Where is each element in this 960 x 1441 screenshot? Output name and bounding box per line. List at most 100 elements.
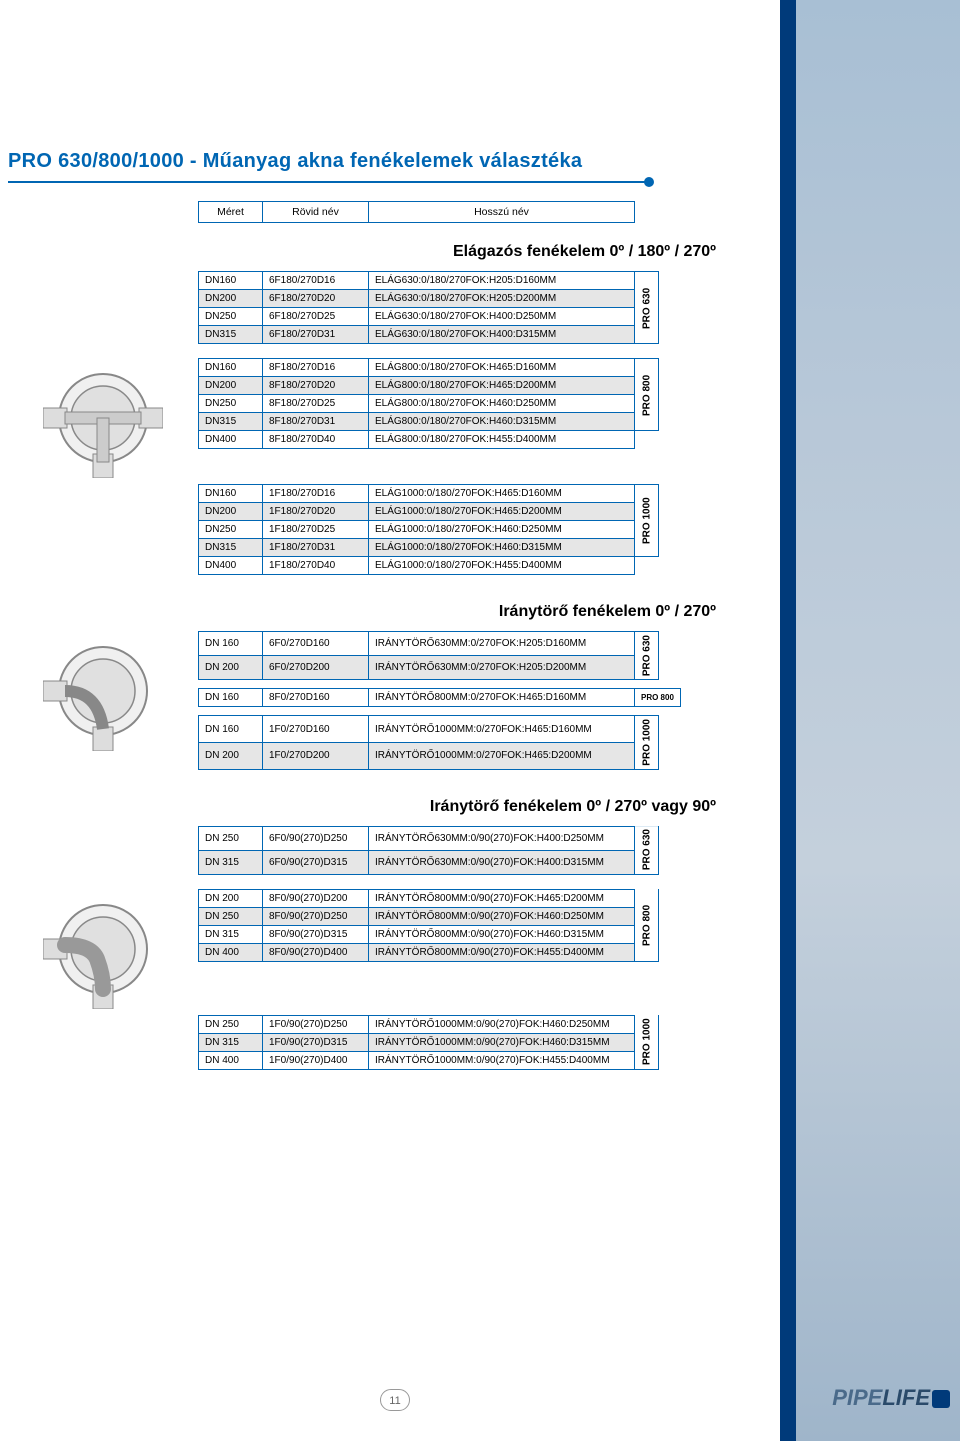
cell: IRÁNYTÖRŐ630MM:0/270FOK:H205:D200MM: [369, 656, 635, 680]
badge-pro-630: PRO 630: [635, 632, 659, 680]
cell: IRÁNYTÖRŐ800MM:0/90(270)FOK:H465:D200MM: [369, 889, 635, 907]
cell: 1F180/270D40: [263, 557, 369, 575]
section-3-title: Iránytörő fenékelem 0º / 270º vagy 90º: [0, 798, 716, 816]
cell: ELÁG800:0/180/270FOK:H455:D400MM: [369, 431, 635, 449]
cell: DN250: [199, 308, 263, 326]
cell: ELÁG1000:0/180/270FOK:H465:D200MM: [369, 503, 635, 521]
cell: IRÁNYTÖRŐ800MM:0/90(270)FOK:H460:D250MM: [369, 907, 635, 925]
cell: IRÁNYTÖRŐ630MM:0/90(270)FOK:H400:D315MM: [369, 850, 635, 874]
cell: 1F180/270D16: [263, 485, 369, 503]
section-2-title: Iránytörő fenékelem 0º / 270º: [0, 603, 716, 621]
cell: 8F0/90(270)D315: [263, 925, 369, 943]
cell: ELÁG800:0/180/270FOK:H465:D200MM: [369, 377, 635, 395]
cell: IRÁNYTÖRŐ1000MM:0/90(270)FOK:H455:D400MM: [369, 1051, 635, 1069]
cell: DN200: [199, 503, 263, 521]
logo-pipe: PIPE: [832, 1385, 882, 1410]
badge-pro-800: PRO 800: [635, 359, 659, 431]
cell: 6F0/90(270)D315: [263, 850, 369, 874]
cell: DN 400: [199, 943, 263, 961]
elbow-schematic-icon: [43, 889, 163, 1009]
logo-life: LIFE: [882, 1385, 930, 1410]
cell: DN250: [199, 521, 263, 539]
cell: ELÁG1000:0/180/270FOK:H460:D250MM: [369, 521, 635, 539]
cell: ELÁG630:0/180/270FOK:H400:D315MM: [369, 326, 635, 344]
cell: 1F0/90(270)D400: [263, 1051, 369, 1069]
badge-pro-1000: PRO 1000: [635, 1015, 659, 1069]
cell: ELÁG630:0/180/270FOK:H400:D250MM: [369, 308, 635, 326]
cell: IRÁNYTÖRŐ800MM:0/270FOK:H465:D160MM: [369, 689, 635, 707]
cell: 6F180/270D16: [263, 272, 369, 290]
cell: DN 160: [199, 689, 263, 707]
cell: DN 200: [199, 889, 263, 907]
cell: 8F0/270D160: [263, 689, 369, 707]
cell: 6F180/270D20: [263, 290, 369, 308]
cell: DN160: [199, 485, 263, 503]
table-irany90-800: DN 2008F0/90(270)D200IRÁNYTÖRŐ800MM:0/90…: [198, 889, 659, 962]
cell: ELÁG1000:0/180/270FOK:H455:D400MM: [369, 557, 635, 575]
cell: 6F0/270D200: [263, 656, 369, 680]
cell: IRÁNYTÖRŐ630MM:0/90(270)FOK:H400:D250MM: [369, 826, 635, 850]
cell: 8F180/270D20: [263, 377, 369, 395]
cell: 8F180/270D25: [263, 395, 369, 413]
cell: DN200: [199, 290, 263, 308]
badge-pro-800: PRO 800: [635, 889, 659, 961]
cell: DN 400: [199, 1051, 263, 1069]
cell: DN160: [199, 272, 263, 290]
table-elag-800: DN1608F180/270D16ELÁG800:0/180/270FOK:H4…: [198, 358, 659, 449]
badge-pro-800-small: PRO 800: [635, 689, 681, 707]
page-number: 11: [380, 1389, 410, 1411]
cell: 6F0/270D160: [263, 632, 369, 656]
cell: ELÁG630:0/180/270FOK:H205:D160MM: [369, 272, 635, 290]
logo-square-icon: [932, 1390, 950, 1408]
badge-pro-1000: PRO 1000: [635, 485, 659, 557]
cell: 6F180/270D25: [263, 308, 369, 326]
cell: DN200: [199, 377, 263, 395]
cell: DN250: [199, 395, 263, 413]
section-1-title: Elágazós fenékelem 0º / 180º / 270º: [0, 243, 716, 261]
cell: DN 250: [199, 907, 263, 925]
cell: 1F180/270D31: [263, 539, 369, 557]
cell: 1F0/90(270)D250: [263, 1015, 369, 1033]
badge-pro-1000: PRO 1000: [635, 716, 659, 770]
cell: 8F0/90(270)D200: [263, 889, 369, 907]
table-irany-630: DN 1606F0/270D160IRÁNYTÖRŐ630MM:0/270FOK…: [198, 631, 659, 680]
column-header-table: Méret Rövid név Hosszú név: [198, 201, 635, 223]
table-elag-1000: DN1601F180/270D16ELÁG1000:0/180/270FOK:H…: [198, 484, 659, 575]
cell: DN400: [199, 431, 263, 449]
cell: 1F180/270D20: [263, 503, 369, 521]
cell: IRÁNYTÖRŐ1000MM:0/90(270)FOK:H460:D250MM: [369, 1015, 635, 1033]
cell: 8F0/90(270)D400: [263, 943, 369, 961]
cell: DN400: [199, 557, 263, 575]
cell: ELÁG800:0/180/270FOK:H460:D250MM: [369, 395, 635, 413]
cell: DN160: [199, 359, 263, 377]
badge-pro-630: PRO 630: [635, 272, 659, 344]
cell: DN315: [199, 326, 263, 344]
table-irany-800: DN 1608F0/270D160IRÁNYTÖRŐ800MM:0/270FOK…: [198, 688, 681, 707]
cell: ELÁG1000:0/180/270FOK:H465:D160MM: [369, 485, 635, 503]
cell: IRÁNYTÖRŐ1000MM:0/90(270)FOK:H460:D315MM: [369, 1033, 635, 1051]
cell: IRÁNYTÖRŐ1000MM:0/270FOK:H465:D160MM: [369, 716, 635, 743]
cell: DN 250: [199, 1015, 263, 1033]
cell: DN 315: [199, 1033, 263, 1051]
cell: DN 315: [199, 925, 263, 943]
cell: DN315: [199, 539, 263, 557]
page-title: PRO 630/800/1000 - Műanyag akna fenékele…: [8, 150, 770, 173]
title-rule: [8, 181, 648, 183]
cell: IRÁNYTÖRŐ1000MM:0/270FOK:H465:D200MM: [369, 742, 635, 769]
table-elag-630: DN1606F180/270D16ELÁG630:0/180/270FOK:H2…: [198, 271, 659, 344]
cell: 6F0/90(270)D250: [263, 826, 369, 850]
cell: ELÁG630:0/180/270FOK:H205:D200MM: [369, 290, 635, 308]
pipelife-logo: PIPELIFE: [832, 1385, 950, 1411]
cell: IRÁNYTÖRŐ800MM:0/90(270)FOK:H455:D400MM: [369, 943, 635, 961]
cell: DN315: [199, 413, 263, 431]
cell: 1F180/270D25: [263, 521, 369, 539]
cell: 6F180/270D31: [263, 326, 369, 344]
col-rovid: Rövid név: [263, 202, 369, 223]
branch-schematic-icon: [43, 358, 163, 478]
decorative-side-image: PIPELIFE: [780, 0, 960, 1441]
table-irany-1000: DN 1601F0/270D160IRÁNYTÖRŐ1000MM:0/270FO…: [198, 715, 659, 770]
table-irany90-1000: DN 2501F0/90(270)D250IRÁNYTÖRŐ1000MM:0/9…: [198, 1015, 659, 1070]
cell: DN 200: [199, 742, 263, 769]
cell: 8F180/270D31: [263, 413, 369, 431]
cell: DN 315: [199, 850, 263, 874]
